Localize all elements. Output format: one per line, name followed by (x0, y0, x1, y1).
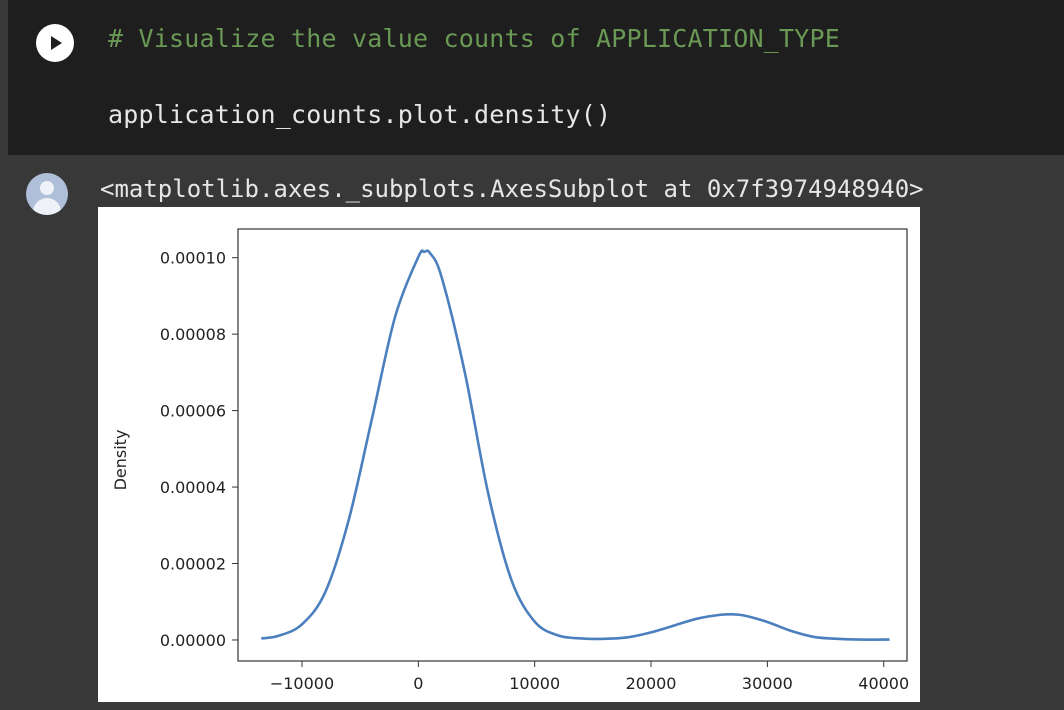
y-tick-label: 0.00010 (160, 249, 226, 268)
x-tick-label: −10000 (270, 674, 334, 693)
x-tick-label: 20000 (626, 674, 677, 693)
y-tick-label: 0.00008 (160, 325, 226, 344)
code-line: application_counts.plot.density() (108, 100, 612, 129)
y-axis-label: Density (111, 430, 130, 491)
x-tick-label: 30000 (742, 674, 793, 693)
y-tick-label: 0.00002 (160, 555, 226, 574)
y-tick-label: 0.00006 (160, 402, 226, 421)
cell-output: <matplotlib.axes._subplots.AxesSubplot a… (0, 155, 1064, 710)
y-tick-label: 0.00000 (160, 631, 226, 650)
plot-axes-frame (237, 228, 908, 662)
y-tick-label: 0.00004 (160, 478, 226, 497)
run-cell-button[interactable] (36, 24, 74, 62)
play-icon (51, 36, 62, 50)
x-tick-label: 40000 (858, 674, 909, 693)
x-tick-label: 10000 (509, 674, 560, 693)
code-comment: # Visualize the value counts of APPLICAT… (108, 24, 841, 53)
density-series-line-0 (261, 249, 890, 641)
output-repr-text: <matplotlib.axes._subplots.AxesSubplot a… (100, 175, 924, 203)
code-cell[interactable]: # Visualize the value counts of APPLICAT… (8, 0, 1064, 155)
density-chart-svg: −10000 0 10000 20000 30000 40000 0.00000 0.0000… (111, 228, 909, 693)
x-tick-label: 0 (413, 674, 423, 693)
density-plot: −10000 0 10000 20000 30000 40000 0.00000 0.0000… (98, 207, 920, 702)
output-avatar-icon (26, 173, 68, 215)
